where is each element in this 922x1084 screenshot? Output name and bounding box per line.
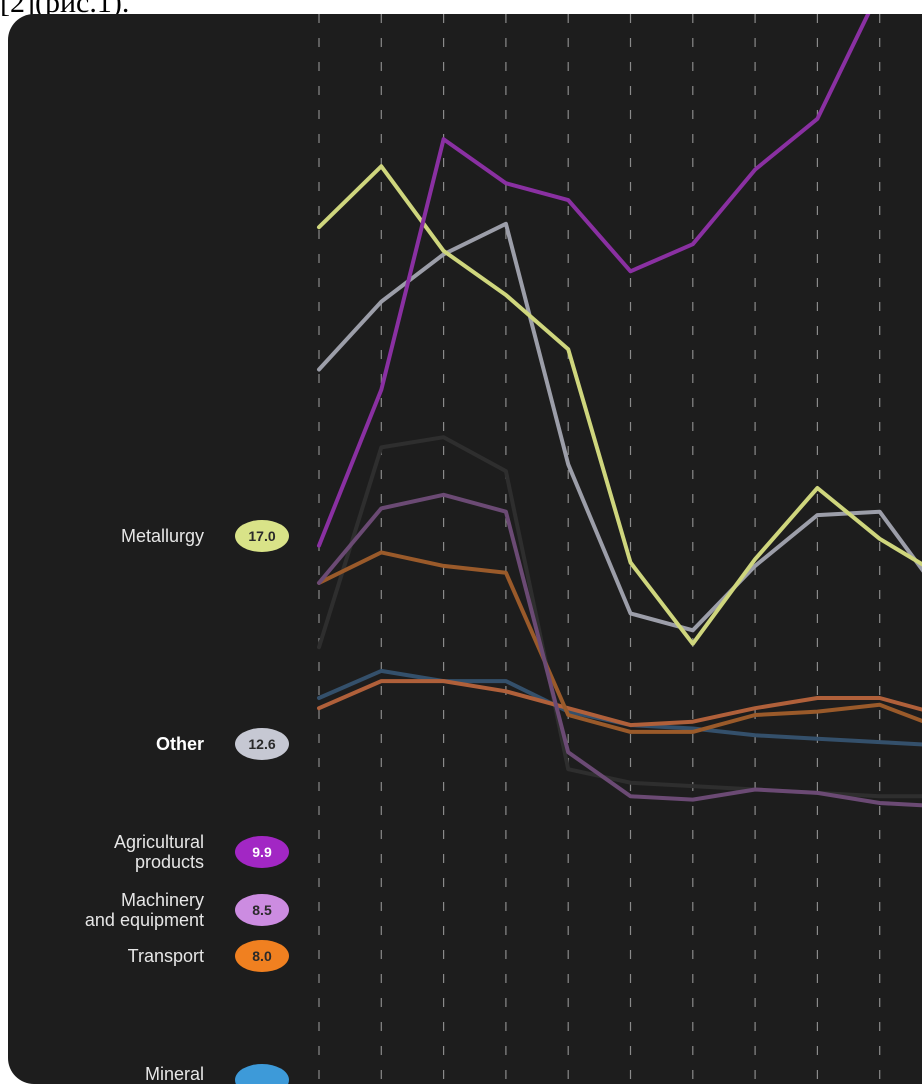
value-badge-4 — [235, 940, 289, 972]
series-labels: Metallurgy 17.0 Other 12.6 Agricultural produ… — [85, 520, 289, 1084]
value-badge-text-1: 12.6 — [248, 736, 275, 752]
series-label-3: Machinery and equipment — [85, 890, 204, 930]
series-line-6 — [317, 679, 922, 728]
series-label-0: Metallurgy — [121, 526, 204, 546]
series-line-1 — [317, 221, 922, 633]
value-badge-1 — [235, 728, 289, 760]
series-label-1: Other — [156, 734, 204, 754]
series-label-4: Transport — [128, 946, 204, 966]
value-badge-0 — [235, 520, 289, 552]
value-badge-text-4: 8.0 — [252, 948, 272, 964]
vertical-gridlines — [318, 14, 881, 1084]
chart-panel: Metallurgy 17.0 Other 12.6 Agricultural produ… — [8, 14, 922, 1084]
value-badge-text-0: 17.0 — [248, 528, 275, 544]
series-line-0 — [317, 164, 922, 646]
value-badge-mineral — [235, 1064, 289, 1084]
series-label-mineral: Mineral — [145, 1064, 204, 1084]
series-line-7 — [317, 435, 922, 799]
series-label-2: Agricultural products — [114, 832, 204, 872]
series-line-4 — [317, 550, 922, 734]
value-badge-2 — [235, 836, 289, 868]
value-badge-text-3: 8.5 — [252, 902, 272, 918]
value-badge-text-2: 9.9 — [252, 844, 272, 860]
series-lines — [317, 14, 922, 808]
series-line-3 — [317, 492, 922, 808]
value-badge-3 — [235, 894, 289, 926]
series-line-2 — [317, 14, 871, 548]
line-chart: Metallurgy 17.0 Other 12.6 Agricultural produ… — [85, 14, 922, 1084]
